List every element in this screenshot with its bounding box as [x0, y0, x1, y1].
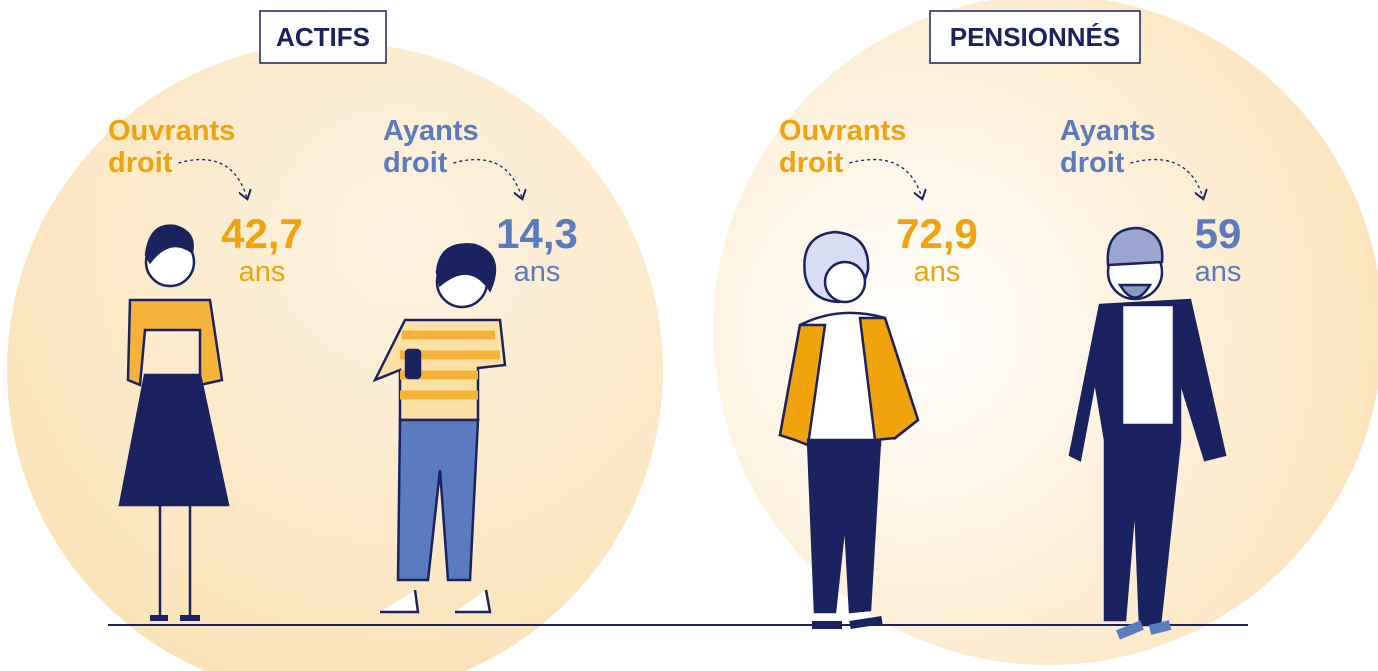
- age-unit: ans: [239, 256, 286, 288]
- age-value: 72,9: [896, 210, 978, 257]
- age-value: 42,7: [221, 210, 303, 257]
- page: {"groups": [ {"title": "ACTIFS", "items"…: [0, 0, 1378, 671]
- group-title: PENSIONNÉS: [950, 22, 1121, 52]
- age-unit: ans: [914, 256, 961, 288]
- infographic: ACTIFSOuvrantsdroit42,7ansAyantsdroit14,…: [0, 0, 1378, 671]
- age-unit: ans: [514, 256, 561, 288]
- category-label: Ouvrants: [108, 115, 235, 147]
- age-value: 59: [1195, 210, 1242, 257]
- age-value: 14,3: [496, 210, 578, 257]
- category-label: Ayants: [1060, 115, 1156, 147]
- group-title: ACTIFS: [276, 22, 370, 52]
- background-circle: [7, 42, 663, 671]
- category-label: Ouvrants: [779, 115, 906, 147]
- category-label: droit: [383, 147, 448, 179]
- category-label: droit: [1060, 147, 1125, 179]
- category-label: droit: [108, 147, 173, 179]
- category-label: droit: [779, 147, 844, 179]
- category-label: Ayants: [383, 115, 479, 147]
- age-unit: ans: [1195, 256, 1242, 288]
